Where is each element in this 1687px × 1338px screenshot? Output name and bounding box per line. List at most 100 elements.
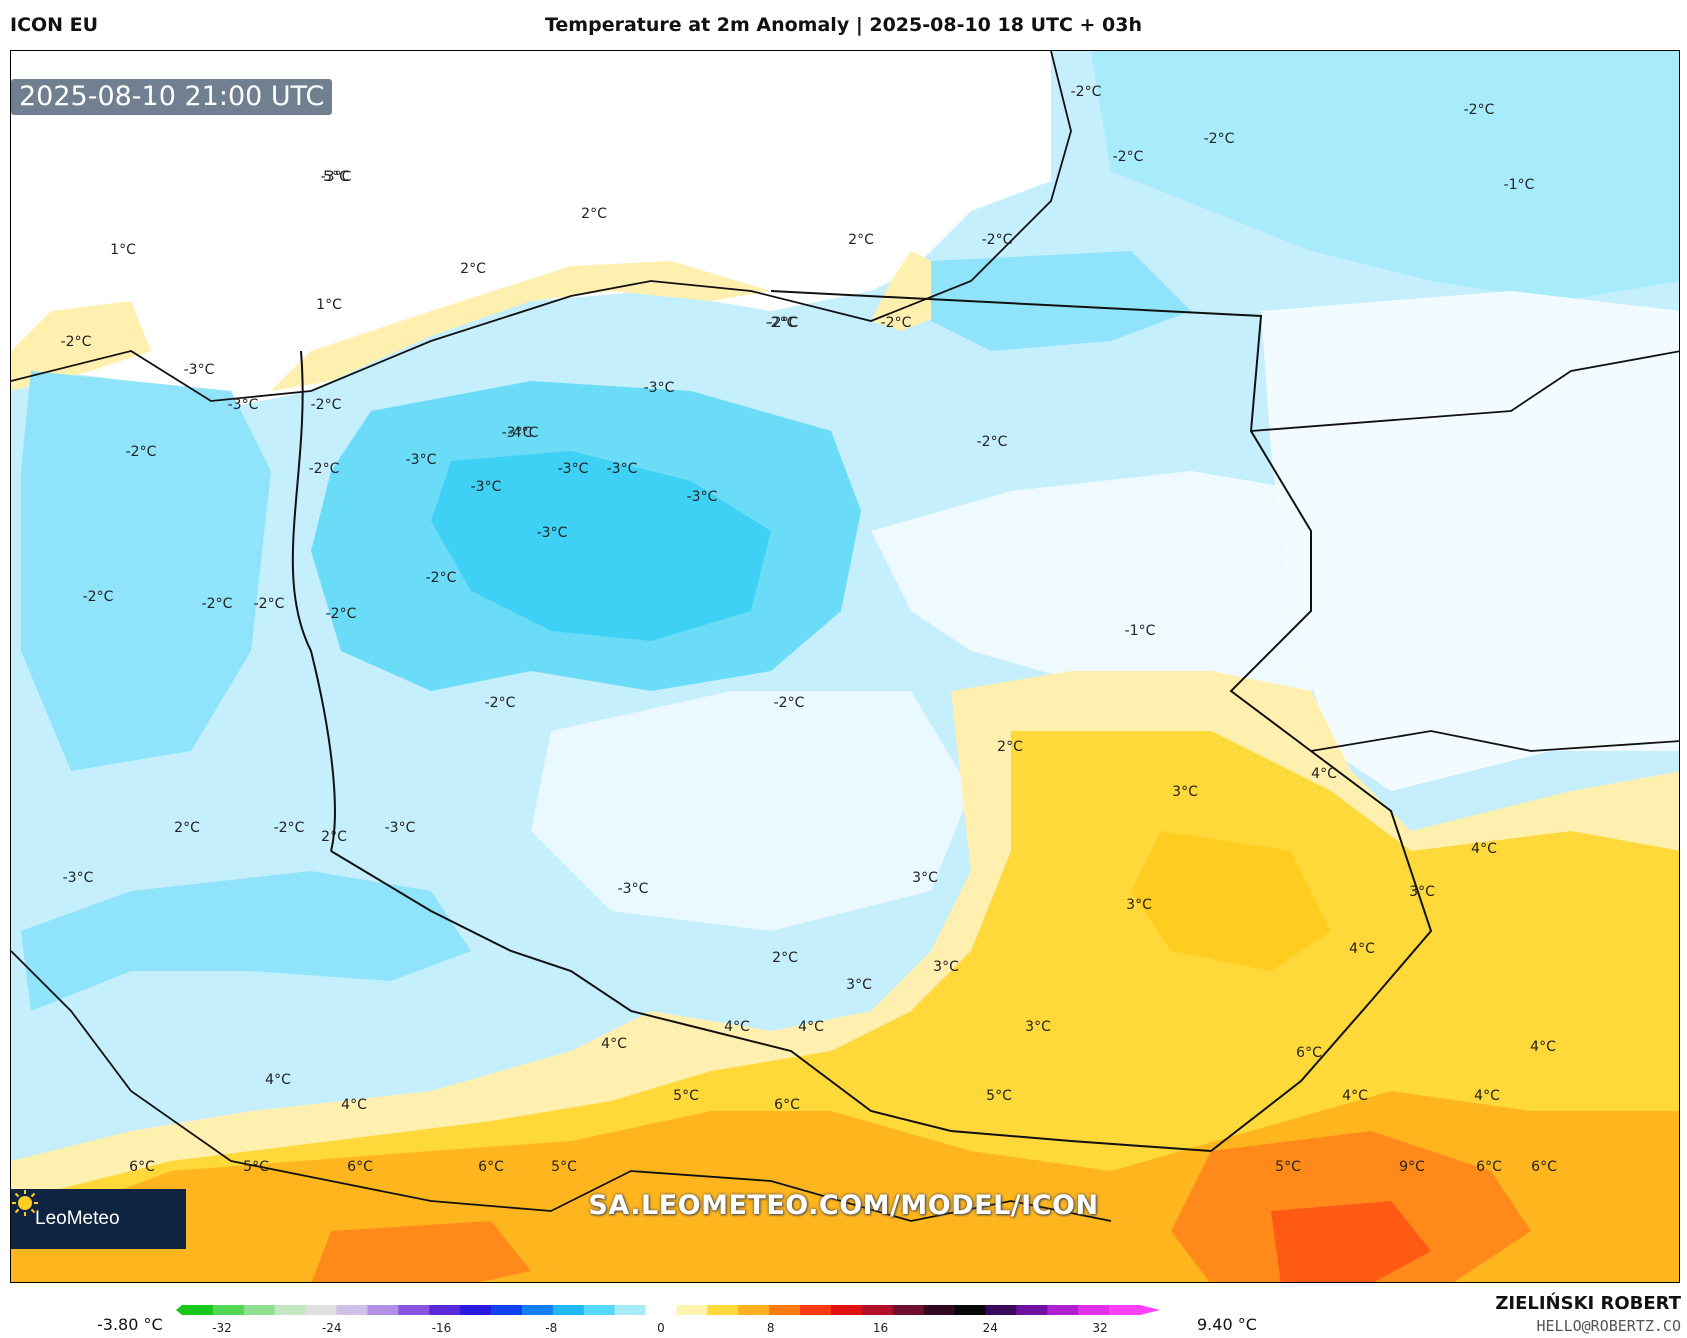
contour-label: 2°C <box>581 206 607 222</box>
contour-label: 3°C <box>1409 884 1435 900</box>
contour-label: -2°C <box>982 232 1013 248</box>
contour-label: 6°C <box>1476 1159 1502 1175</box>
contour-label: 6°C <box>1531 1159 1557 1175</box>
hot-core <box>1271 1201 1431 1282</box>
colorbar-cell <box>676 1305 708 1315</box>
colorbar-min-label: -3.80 °C <box>97 1315 163 1334</box>
border-east <box>770 290 1433 1152</box>
cold-far-northeast <box>1091 51 1679 301</box>
timestamp-badge: 2025-08-10 21:00 UTC <box>11 79 333 115</box>
contour-label: -2°C <box>202 596 233 612</box>
colorbar-left-arrow <box>176 1305 182 1315</box>
contour-label: 4°C <box>1349 941 1375 957</box>
contour-label: -2°C <box>485 695 516 711</box>
border-ukraine <box>1310 730 1679 752</box>
contour-label: -2°C <box>1071 84 1102 100</box>
contour-label: 3°C <box>846 977 872 993</box>
colorbar-cell <box>1078 1305 1110 1315</box>
colorbar-tick-label: -24 <box>322 1321 342 1335</box>
colorbar-cell <box>305 1305 338 1315</box>
map-title: Temperature at 2m Anomaly | 2025-08-10 1… <box>544 14 1143 36</box>
colorbar-cell <box>800 1305 832 1315</box>
colorbar-cell <box>769 1305 801 1315</box>
contour-label: -2°C <box>1464 102 1495 118</box>
coast-band-far-west <box>11 301 151 391</box>
contour-label: -2°C <box>1113 149 1144 165</box>
contour-label: 4°C <box>1471 841 1497 857</box>
contour-label: 6°C <box>774 1097 800 1113</box>
contour-label: -2°C <box>1204 131 1235 147</box>
colorbar-tick-label: 0 <box>657 1321 665 1335</box>
contour-label: -2°C <box>426 570 457 586</box>
contour-label: 4°C <box>1311 766 1337 782</box>
contour-label: -2°C <box>326 606 357 622</box>
contour-label: -3°C <box>471 479 502 495</box>
author-email[interactable]: HELLO@ROBERTZ.CO <box>1536 1317 1682 1335</box>
contour-label: -1°C <box>1504 177 1535 193</box>
colorbar-cell <box>398 1305 430 1315</box>
colorbar-cell <box>460 1305 492 1315</box>
border-czech-austria <box>11 950 1112 1222</box>
contour-label: -3°C <box>385 820 416 836</box>
border-south-poland <box>330 850 1212 1152</box>
warm-spot-east <box>1131 831 1331 971</box>
coastline <box>11 51 1072 402</box>
contour-label: 3°C <box>933 959 959 975</box>
contour-label: 5°C <box>1275 1159 1301 1175</box>
colorbar-cell <box>1016 1305 1048 1315</box>
colorbar-cell <box>367 1305 399 1315</box>
contour-label: 3°C <box>1172 784 1198 800</box>
contour-label: 3°C <box>1126 897 1152 913</box>
contour-label: 5°C <box>323 169 349 185</box>
baltic-sea <box>11 51 1051 411</box>
colorbar-cell <box>954 1305 986 1315</box>
contour-label: -1°C <box>1125 623 1156 639</box>
contour-label: 2°C <box>848 232 874 248</box>
colorbar-right-arrow <box>1140 1305 1160 1315</box>
contour-label: 5°C <box>551 1159 577 1175</box>
colorbar-cell <box>614 1305 647 1315</box>
author-name: ZIELIŃSKI ROBERT <box>1495 1293 1681 1314</box>
cold-czech <box>21 871 471 1011</box>
contour-label: 6°C <box>129 1159 155 1175</box>
contour-label: -3°C <box>502 425 533 441</box>
contour-label: 4°C <box>1530 1039 1556 1055</box>
contour-label: -2°C <box>309 461 340 477</box>
colorbar-tick-label: -16 <box>432 1321 452 1335</box>
contour-label: 5°C <box>243 1159 269 1175</box>
colorbar-cell <box>707 1305 739 1315</box>
contour-label: -3°C <box>63 870 94 886</box>
contour-label: 6°C <box>1296 1045 1322 1061</box>
colorbar-cell <box>212 1305 245 1315</box>
contour-label: 2°C <box>997 739 1023 755</box>
colorbar-cell <box>830 1305 863 1315</box>
colorbar-tick-label: -8 <box>545 1321 557 1335</box>
colorbar-cell <box>491 1305 523 1315</box>
contour-label: 2°C <box>460 261 486 277</box>
contour-label: 2°C <box>772 950 798 966</box>
colorbar: -32 -24 -16 -8 0 8 16 24 32 <box>176 1305 1160 1335</box>
cold-core-deep <box>431 451 771 641</box>
colorbar-cell <box>923 1305 956 1315</box>
border-germany-poland <box>291 350 336 852</box>
contour-label: -3°C <box>644 380 675 396</box>
coast-band-west <box>271 261 771 391</box>
colorbar-cell <box>892 1305 925 1315</box>
contour-label: -2°C <box>274 820 305 836</box>
neutral-south-central <box>531 691 971 931</box>
colorbar-tick-label: -32 <box>212 1321 232 1335</box>
sun-icon <box>12 1190 38 1216</box>
contour-label: -3°C <box>607 461 638 477</box>
contour-label: -2°C <box>977 434 1008 450</box>
logo-text: LeoMeteo <box>35 1208 120 1229</box>
contour-label: 4°C <box>341 1097 367 1113</box>
contour-label: -3°C <box>321 169 352 185</box>
watermark-url[interactable]: SA.LEOMETEO.COM/MODEL/ICON <box>588 1190 1099 1221</box>
colorbar-cell <box>1047 1305 1079 1315</box>
contour-labels: -3°C -2°C -2°C -2°C -2°C -1°C -2°C -2°C -2°C 1°C 2… <box>61 84 1557 1175</box>
contour-label: -2°C <box>61 334 92 350</box>
contour-label: 5°C <box>986 1088 1012 1104</box>
contour-label: 3°C <box>1025 1019 1051 1035</box>
colorbar-tick-label: 24 <box>983 1321 998 1335</box>
colorbar-cell <box>738 1305 770 1315</box>
